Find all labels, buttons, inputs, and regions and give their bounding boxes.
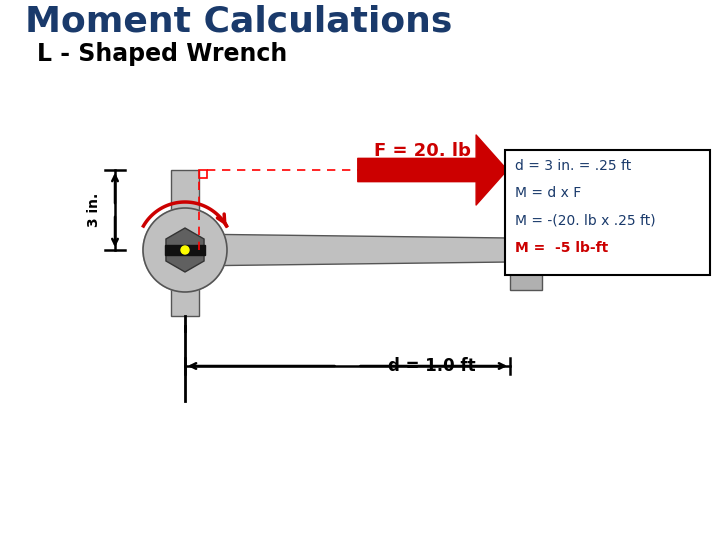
Text: M =  -5 lb-ft: M = -5 lb-ft (515, 241, 608, 255)
Text: d = 3 in. = .25 ft: d = 3 in. = .25 ft (515, 159, 631, 173)
Text: 3 in.: 3 in. (87, 193, 101, 227)
Text: M = d x F: M = d x F (515, 186, 581, 200)
Bar (510, 210, 542, 290)
Polygon shape (166, 228, 204, 272)
Bar (171, 170, 199, 234)
Circle shape (181, 246, 189, 254)
Bar (505, 150, 710, 275)
Text: M = -(20. lb x .25 ft): M = -(20. lb x .25 ft) (515, 213, 656, 227)
Text: L - Shaped Wrench: L - Shaped Wrench (37, 42, 287, 66)
Text: F = 20. lb: F = 20. lb (374, 142, 471, 160)
Text: d = 1.0 ft: d = 1.0 ft (387, 357, 475, 375)
Bar (199, 170, 207, 178)
Bar (171, 266, 199, 316)
Bar (165, 245, 205, 255)
Circle shape (143, 208, 227, 292)
Polygon shape (185, 234, 510, 266)
Text: Moment Calculations: Moment Calculations (25, 5, 452, 39)
